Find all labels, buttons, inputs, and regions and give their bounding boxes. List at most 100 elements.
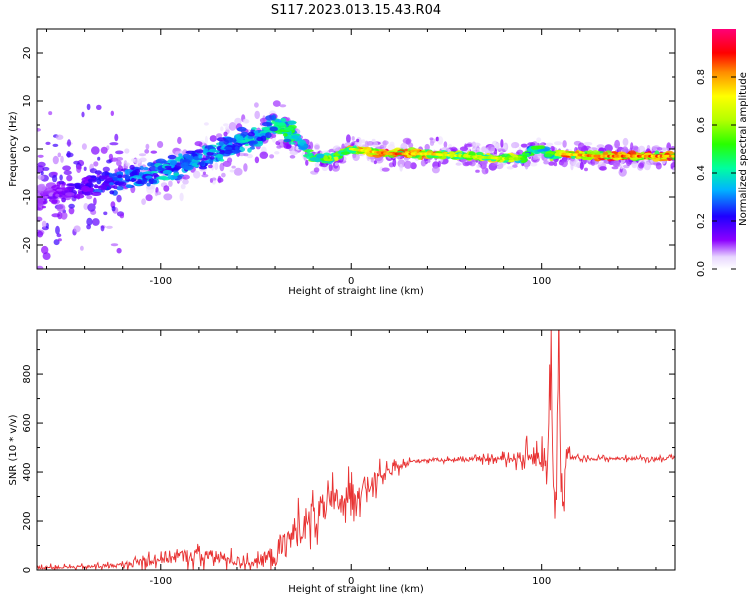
spectrogram-cell [204,135,208,145]
snr-y-tick-label: 400 [22,462,33,481]
spectrogram-cell [487,144,495,152]
spectrogram-cell [48,111,53,116]
spectrogram-cell [55,225,60,235]
spectrogram-cell [192,162,198,167]
snr-y-tick-label: 800 [22,365,33,384]
spectrogram-cell [37,230,44,238]
snr-y-tick-label: 200 [22,511,33,530]
spectrogram-cell [201,174,209,178]
spectrogram-cell [97,156,101,161]
spectrogram-cell [117,174,123,179]
spectrogram-cell [93,197,97,206]
snr-y-tick-label: 0 [22,567,33,573]
colorbar: 0.0 0.2 0.4 0.6 0.8 Normalized spectral ampl… [696,29,749,277]
spectrogram-cell [270,133,277,138]
spectrogram-cell [170,160,177,166]
spectrogram-cell [361,139,366,144]
spectrogram-y-label: Frequency (Hz) [8,111,19,187]
spectrogram-cell [402,137,412,144]
spectrogram-cell [280,117,287,122]
spectrogram-cell [475,169,480,173]
spectrogram-cell [66,183,76,186]
snr-y-tick-label: 600 [22,414,33,433]
spectrogram-cell [548,161,555,166]
spectrogram-cell [124,169,129,175]
spectrogram-cell [150,150,158,154]
spectrogram-cell [314,162,321,168]
spectrogram-cell [65,192,75,197]
spectrogram-cell [99,175,108,180]
spectrogram-cell [543,153,553,158]
spectrogram-cell [153,179,157,184]
spectrogram-x-tick-label: 0 [348,276,354,287]
spectrogram-cell [328,163,333,172]
spectrogram-cell [261,122,273,127]
spectrogram-cell [324,158,334,162]
spectrogram-cell [254,156,260,164]
spectrogram-cell [100,225,105,232]
spectrogram-cell [392,158,397,168]
spectrogram-cell [643,161,651,171]
spectrogram-cell [179,192,184,202]
spectrogram-cell [604,144,613,153]
spectrogram-cell [214,162,219,171]
spectrogram-cell [527,142,536,147]
spectrogram-cell [167,175,178,180]
spectrogram-cell [109,182,114,186]
spectrogram-cell [60,211,68,220]
spectrogram-cell [243,153,249,157]
spectrogram-cell [382,140,389,145]
spectrogram-cell [81,111,85,118]
spectrogram-cell [59,174,63,181]
spectrogram-cell [288,142,296,145]
spectrogram-cell [232,143,243,148]
spectrogram-cell [279,104,287,108]
spectrogram-cell [219,159,225,162]
spectrogram-cell [94,170,102,175]
spectrogram-cell [205,155,210,160]
spectrogram-cell [124,174,130,180]
spectrogram-cell [221,172,226,178]
spectrogram-cell [163,185,170,192]
spectrogram-cell [277,122,286,126]
spectrogram-cell [42,252,51,260]
spectrogram-cell [60,155,64,163]
spectrogram-cell [115,150,124,155]
spectrogram-cell [309,157,321,162]
snr-series-line [37,330,675,570]
spectrogram-cell [73,194,85,199]
spectrogram-cell [287,120,297,125]
spectrogram-cell [116,171,124,175]
spectrogram-cell [291,146,296,151]
spectrogram-cell [116,160,122,167]
spectrogram-cell [52,155,59,165]
spectrogram-cell [435,136,439,142]
spectrogram-cell [203,122,209,126]
spectrogram-cell [206,151,214,156]
spectrogram-cell [80,245,84,251]
spectrogram-cell [132,175,141,179]
spectrogram-cell [217,175,222,184]
spectrogram-cell [66,174,73,182]
spectrogram-cell [141,198,147,205]
colorbar-label: Normalized spectral amplitude [738,72,749,226]
spectrogram-cell [269,126,278,132]
spectrogram-cell [199,161,205,166]
spectrogram-y-tick-label: -20 [22,237,33,253]
spectrogram-cell [124,148,130,154]
spectrogram-cell [106,225,113,229]
spectrogram-cell [218,140,224,147]
spectrogram-cell [91,146,100,155]
spectrogram-cell [68,203,75,209]
spectrogram-cell [476,163,481,169]
spectrogram-cell [429,137,434,141]
spectrogram-cell [591,161,595,166]
spectrogram-cell [111,206,116,212]
spectrogram-cell [131,170,138,176]
spectrogram-cell [373,160,377,165]
spectrogram-cell [437,136,444,145]
snr-x-tick-label: 0 [348,576,354,587]
spectrogram-cell [661,147,669,151]
spectrogram-cell [208,158,214,165]
